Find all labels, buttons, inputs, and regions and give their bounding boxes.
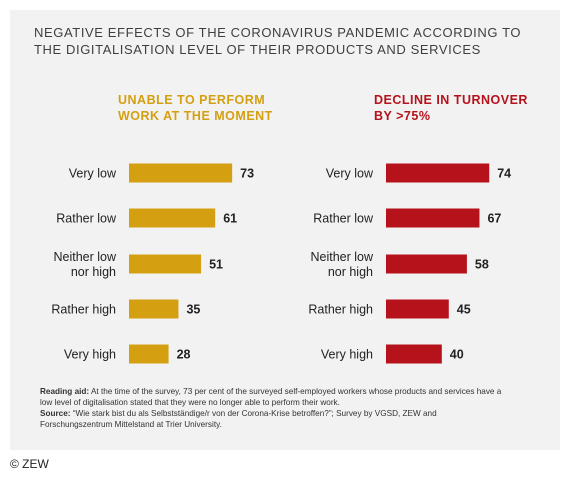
right-panel-title: DECLINE IN TURNOVER BY >75%: [374, 92, 528, 124]
category-label-2-1: Very low: [326, 167, 374, 181]
panel-1: 73 Very low 61 Rather low 51 Neither low nor h…: [51, 163, 254, 364]
chart-title: NEGATIVE EFFECTS OF THE CORONAVIRUS PAND…: [34, 24, 544, 58]
bar-1-1: [129, 163, 233, 183]
right-panel-title-line-2: BY >75%: [374, 109, 431, 123]
reading-aid-text: At the time of the survey, 73 per cent o…: [40, 387, 502, 407]
chart-title-line-2: THE DIGITALISATION LEVEL OF THEIR PRODUC…: [34, 42, 481, 57]
left-panel-title: UNABLE TO PERFORM WORK AT THE MOMENT: [118, 92, 273, 124]
bar-1-3: [129, 254, 202, 274]
bar-2-5: [386, 344, 442, 364]
category-label-2-5: Very high: [321, 348, 373, 362]
bar-2-1: [386, 163, 490, 183]
category-label-1-2: Rather low: [56, 212, 117, 226]
category-label-1-4: Rather high: [51, 303, 116, 317]
reading-aid-label: Reading aid:: [40, 387, 90, 396]
chart-card: [10, 10, 560, 450]
bar-1-2: [129, 208, 216, 228]
value-label-2-1: 74: [497, 167, 511, 181]
left-panel-title-line-2: WORK AT THE MOMENT: [118, 109, 273, 123]
bar-1-4: [129, 299, 179, 319]
value-label-2-3: 58: [475, 258, 489, 272]
bar-2-3: [386, 254, 467, 274]
value-label-1-1: 73: [240, 167, 254, 181]
panel-2: 74 Very low 67 Rather low 58 Neither low nor h…: [308, 163, 511, 364]
category-label-2-3: Neither low nor high: [310, 250, 373, 279]
bar-1-5: [129, 344, 169, 364]
category-label-1-1: Very low: [69, 167, 117, 181]
value-label-1-5: 28: [177, 348, 191, 362]
copyright: © ZEW: [10, 457, 49, 471]
value-label-2-5: 40: [450, 348, 464, 362]
category-label-2-4: Rather high: [308, 303, 373, 317]
bar-2-4: [386, 299, 449, 319]
category-label-1-3: Neither low nor high: [53, 250, 116, 279]
right-panel-title-line-1: DECLINE IN TURNOVER: [374, 93, 528, 107]
value-label-2-4: 45: [457, 303, 471, 317]
source-label: Source:: [40, 409, 71, 418]
chart-title-line-1: NEGATIVE EFFECTS OF THE CORONAVIRUS PAND…: [34, 25, 522, 40]
value-label-1-3: 51: [209, 258, 223, 272]
left-panel-title-line-1: UNABLE TO PERFORM: [118, 93, 266, 107]
source-text: “Wie stark bist du als Selbstständige/r …: [40, 409, 437, 429]
category-label-1-5: Very high: [64, 348, 116, 362]
value-label-2-2: 67: [487, 212, 501, 226]
bar-2-2: [386, 208, 480, 228]
value-label-1-2: 61: [223, 212, 237, 226]
notes: Reading aid: At the time of the survey, …: [40, 386, 510, 430]
category-label-2-2: Rather low: [313, 212, 374, 226]
value-label-1-4: 35: [186, 303, 200, 317]
